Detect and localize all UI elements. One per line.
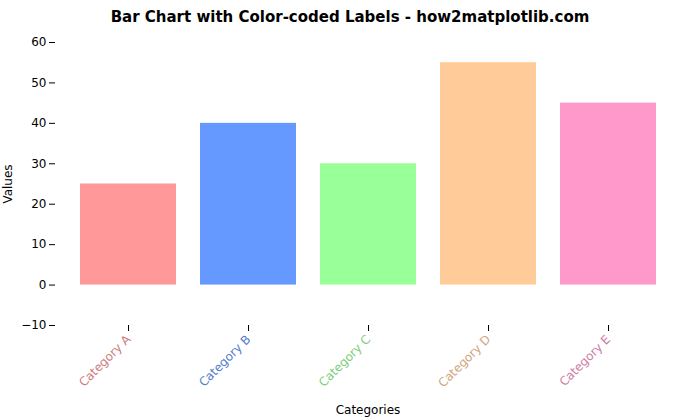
svg-text:50: 50: [31, 76, 46, 90]
html-text:Bar Chart with Color-coded Lab: Bar Chart with Color-coded Labels - how2…: [110, 8, 590, 26]
svg-text:Category A: Category A: [76, 332, 134, 390]
svg-text:40: 40: [31, 116, 46, 130]
svg-text:20: 20: [31, 197, 46, 211]
svg-text:Category B: Category B: [196, 332, 253, 389]
svg-text:Values: Values: [1, 164, 15, 203]
svg-text:60: 60: [31, 35, 46, 49]
svg-text:0: 0: [39, 278, 47, 292]
svg-text:Category D: Category D: [435, 332, 493, 390]
svg-text:−10: −10: [21, 318, 46, 332]
svg-text:10: 10: [31, 237, 46, 251]
svg-text:Category E: Category E: [557, 332, 614, 389]
svg-text:Categories: Categories: [336, 403, 401, 417]
svg-text:30: 30: [31, 157, 46, 171]
svg-text:Category C: Category C: [316, 332, 373, 389]
